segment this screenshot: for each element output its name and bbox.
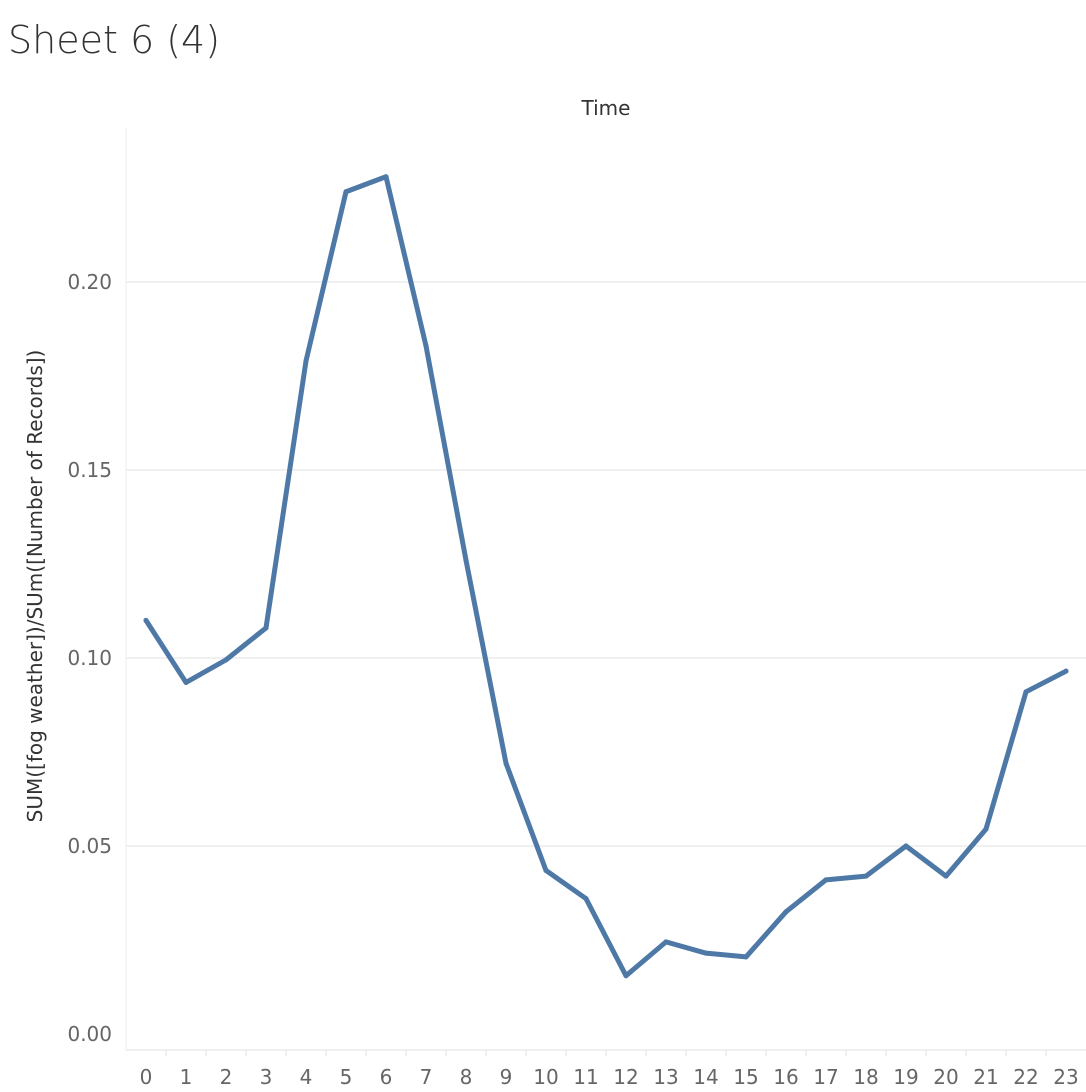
x-tick-label: 2 — [220, 1065, 233, 1089]
y-tick-label: 0.05 — [67, 834, 112, 858]
data-point — [1023, 689, 1029, 695]
data-point — [663, 939, 669, 945]
x-tick-label: 9 — [500, 1065, 513, 1089]
series-points — [143, 174, 1069, 979]
data-point — [1063, 668, 1069, 674]
data-point — [503, 760, 509, 766]
x-tick-label: 4 — [300, 1065, 313, 1089]
data-point — [863, 873, 869, 879]
x-tick-label: 1 — [180, 1065, 193, 1089]
data-point — [783, 909, 789, 915]
data-point — [383, 174, 389, 180]
x-tick-label: 12 — [613, 1065, 638, 1089]
x-tick-label: 3 — [260, 1065, 273, 1089]
x-tick-label: 6 — [380, 1065, 393, 1089]
y-axis-title: SUM([fog weather])/SUm([Number of Record… — [23, 350, 47, 823]
x-tick-label: 19 — [893, 1065, 918, 1089]
x-tick-label: 5 — [340, 1065, 353, 1089]
series-line — [143, 174, 1069, 979]
data-point — [183, 679, 189, 685]
x-tick-label: 18 — [853, 1065, 878, 1089]
x-tick-label: 10 — [533, 1065, 558, 1089]
x-tick-label: 21 — [973, 1065, 998, 1089]
sheet-title: Sheet 6 (4) — [8, 18, 221, 62]
y-tick-label: 0.20 — [67, 270, 112, 294]
x-tick-label: 14 — [693, 1065, 718, 1089]
x-axis-title: Time — [581, 96, 631, 120]
y-tick-label: 0.15 — [67, 458, 112, 482]
x-tick-label: 20 — [933, 1065, 958, 1089]
data-point — [143, 617, 149, 623]
data-point — [943, 873, 949, 879]
data-point — [463, 557, 469, 563]
data-point — [263, 625, 269, 631]
data-point — [983, 826, 989, 832]
data-point — [823, 877, 829, 883]
data-point — [623, 973, 629, 979]
data-point — [583, 896, 589, 902]
x-tick-label: 13 — [653, 1065, 678, 1089]
x-tick-label: 11 — [573, 1065, 598, 1089]
x-tick-label: 15 — [733, 1065, 758, 1089]
x-tick-label: 22 — [1013, 1065, 1038, 1089]
x-axis-ticks: 0 1 2 3 4 5 6 7 8 9 10 11 12 13 14 15 16 17 18 19 20 21 22 23 — [140, 1050, 1079, 1089]
x-tick-label: 17 — [813, 1065, 838, 1089]
y-tick-label: 0.10 — [67, 646, 112, 670]
gridlines — [126, 281, 1086, 847]
data-point — [423, 343, 429, 349]
x-tick-label: 16 — [773, 1065, 798, 1089]
x-tick-label: 23 — [1053, 1065, 1078, 1089]
x-tick-label: 7 — [420, 1065, 433, 1089]
data-point — [223, 657, 229, 663]
x-tick-label: 0 — [140, 1065, 153, 1089]
data-point — [703, 950, 709, 956]
data-point — [903, 843, 909, 849]
data-point — [343, 189, 349, 195]
y-tick-label: 0.00 — [67, 1022, 112, 1046]
y-axis-ticks: 0.00 0.05 0.10 0.15 0.20 — [67, 270, 112, 1046]
data-point — [303, 358, 309, 364]
data-point — [543, 867, 549, 873]
data-point — [743, 954, 749, 960]
x-tick-label: 8 — [460, 1065, 473, 1089]
